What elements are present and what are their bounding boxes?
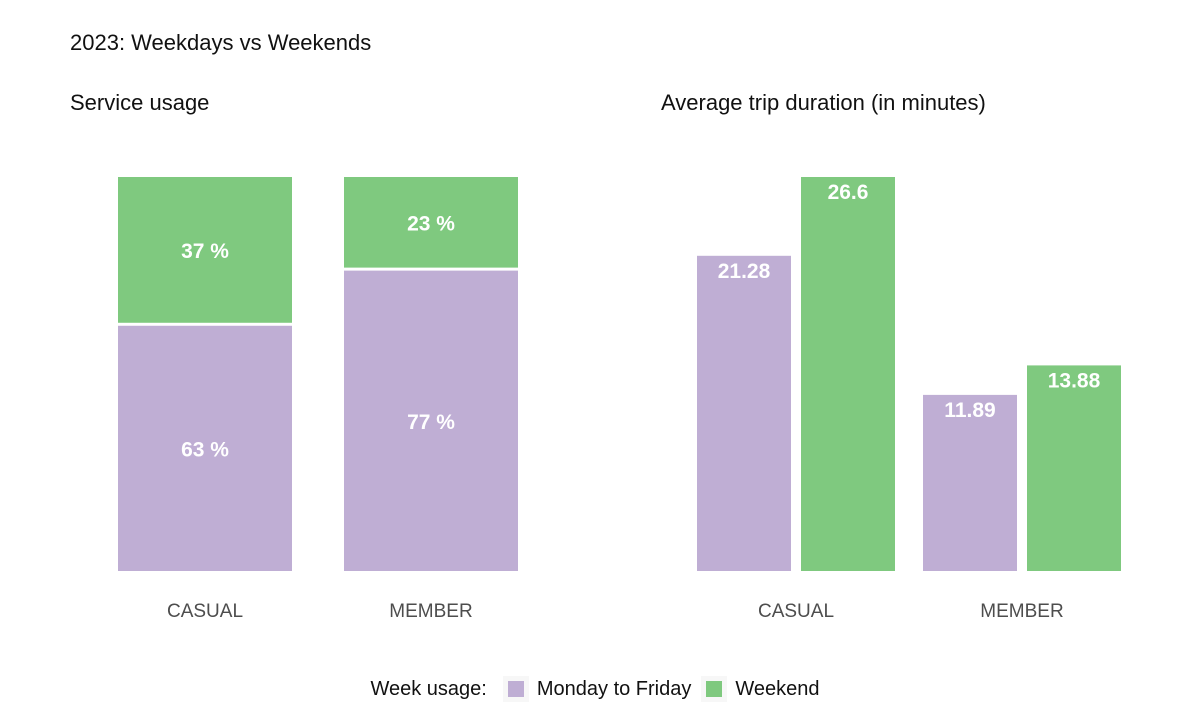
data-label-usage-member-monday-to-friday: 77 % (407, 411, 455, 434)
legend-key-weekend (701, 676, 728, 702)
data-label-duration-casual-monday-to-friday: 21.28 (718, 260, 771, 283)
data-label-duration-casual-weekend: 26.6 (828, 181, 869, 204)
bar-usage-casual-monday-to-friday (118, 325, 292, 571)
panel-title-service-usage: Service usage (70, 90, 210, 115)
data-label-usage-member-weekend: 23 % (407, 212, 455, 235)
legend-label-weekday: Monday to Friday (536, 677, 692, 700)
legend-item-weekend: Weekend (701, 676, 820, 702)
legend-key-weekday (502, 676, 529, 702)
bar-duration-member-monday-to-friday (923, 394, 1017, 571)
bar-usage-member-weekend (344, 177, 518, 268)
legend-title: Week usage: (370, 677, 487, 700)
data-label-duration-member-monday-to-friday: 11.89 (944, 399, 995, 422)
bar-duration-casual-weekend (801, 177, 895, 571)
legend-item-weekday: Monday to Friday (502, 676, 692, 702)
data-label-usage-casual-weekend: 37 % (181, 240, 229, 263)
legend-swatch-weekday (507, 681, 524, 697)
x-tick-usage-member: MEMBER (389, 601, 472, 622)
legend: Week usage: Monday to Friday Weekend (0, 674, 1200, 704)
service-usage-panel: 63 % 37 % CASUAL 77 % 23 % MEMBER (118, 177, 518, 622)
x-tick-duration-member: MEMBER (980, 601, 1063, 622)
x-tick-duration-casual: CASUAL (758, 601, 834, 622)
trip-duration-panel: 21.28 26.6 CASUAL 11.89 13.88 MEMBER (697, 177, 1121, 622)
data-label-duration-member-weekend: 13.88 (1048, 369, 1101, 392)
bar-usage-casual-weekend (118, 177, 292, 323)
x-tick-usage-casual: CASUAL (167, 601, 243, 622)
bar-duration-casual-monday-to-friday (697, 255, 791, 572)
figure-title: 2023: Weekdays vs Weekends (70, 30, 372, 55)
data-label-usage-casual-monday-to-friday: 63 % (181, 438, 229, 461)
legend-swatch-weekend (706, 681, 723, 697)
bar-duration-member-weekend (1027, 365, 1121, 571)
panel-title-trip-duration: Average trip duration (in minutes) (661, 90, 986, 115)
legend-label-weekend: Weekend (735, 677, 820, 700)
bar-usage-member-monday-to-friday (344, 270, 518, 571)
